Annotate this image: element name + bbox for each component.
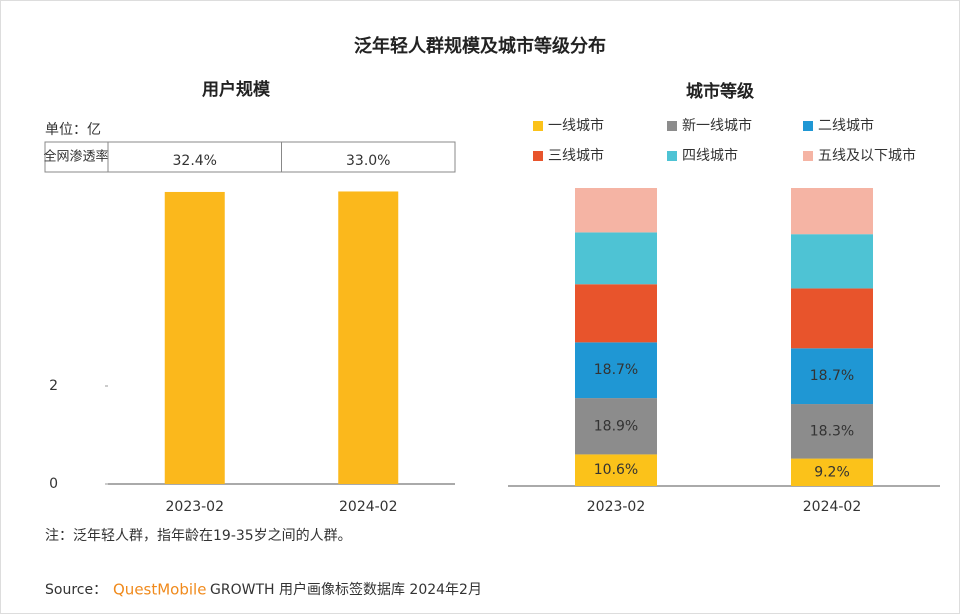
bar-segment xyxy=(791,348,873,405)
bar-segment xyxy=(575,188,657,233)
bar xyxy=(338,191,399,484)
note: 注：泛年轻人群，指年龄在19-35岁之间的人群。 xyxy=(45,528,352,544)
x-tick-label: 2023-02 xyxy=(166,499,225,515)
data-label: 18.7% xyxy=(810,368,854,384)
bar-segment xyxy=(575,398,657,455)
bar-segment xyxy=(575,232,657,285)
left-title: 用户规模 xyxy=(202,79,271,100)
legend-label: 三线城市 xyxy=(548,147,604,164)
source-prefix: Source： xyxy=(45,582,107,598)
data-label: 10.6% xyxy=(594,462,638,478)
legend-label: 一线城市 xyxy=(548,117,604,134)
penetration-label: 32.4% xyxy=(173,153,217,169)
source-text: GROWTH 用户画像标签数据库 2024年2月 xyxy=(210,581,482,598)
bar-segment xyxy=(575,284,657,343)
data-label: 18.9% xyxy=(594,418,638,434)
unit: 单位：亿 xyxy=(45,122,101,138)
y-tick-label: 0 xyxy=(49,476,58,492)
bar-segment xyxy=(575,454,657,486)
table-row xyxy=(44,141,456,173)
chart-title: 泛年轻人群规模及城市等级分布 xyxy=(354,35,606,57)
legend-swatch xyxy=(533,151,543,161)
data-label: 9.2% xyxy=(814,464,850,480)
bar xyxy=(164,191,225,484)
legend-swatch xyxy=(803,121,813,131)
legend-swatch xyxy=(667,151,677,161)
legend-label: 二线城市 xyxy=(818,117,874,134)
table-label: 全网渗透率 xyxy=(43,149,108,165)
y-tick-label: 2 xyxy=(49,378,58,394)
legend-label: 四线城市 xyxy=(682,147,738,164)
source-brand: QuestMobile xyxy=(113,581,206,599)
penetration-label: 33.0% xyxy=(346,153,390,169)
right-title: 城市等级 xyxy=(686,81,754,102)
legend-label: 五线及以下城市 xyxy=(818,147,916,164)
x-tick-label: 2024-02 xyxy=(803,499,862,515)
data-label: 18.3% xyxy=(810,423,854,439)
x-tick-label: 2023-02 xyxy=(587,499,646,515)
bar-segment xyxy=(791,458,873,486)
bar-segment xyxy=(575,342,657,399)
data-label: 18.7% xyxy=(594,362,638,378)
legend-swatch xyxy=(533,121,543,131)
legend-swatch xyxy=(667,121,677,131)
legend-swatch xyxy=(803,151,813,161)
bar-segment xyxy=(791,404,873,459)
bar-segment xyxy=(791,288,873,349)
bar-segment xyxy=(791,234,873,289)
x-tick-label: 2024-02 xyxy=(339,499,398,515)
bar-segment xyxy=(791,188,873,235)
legend-label: 新一线城市 xyxy=(682,117,752,134)
